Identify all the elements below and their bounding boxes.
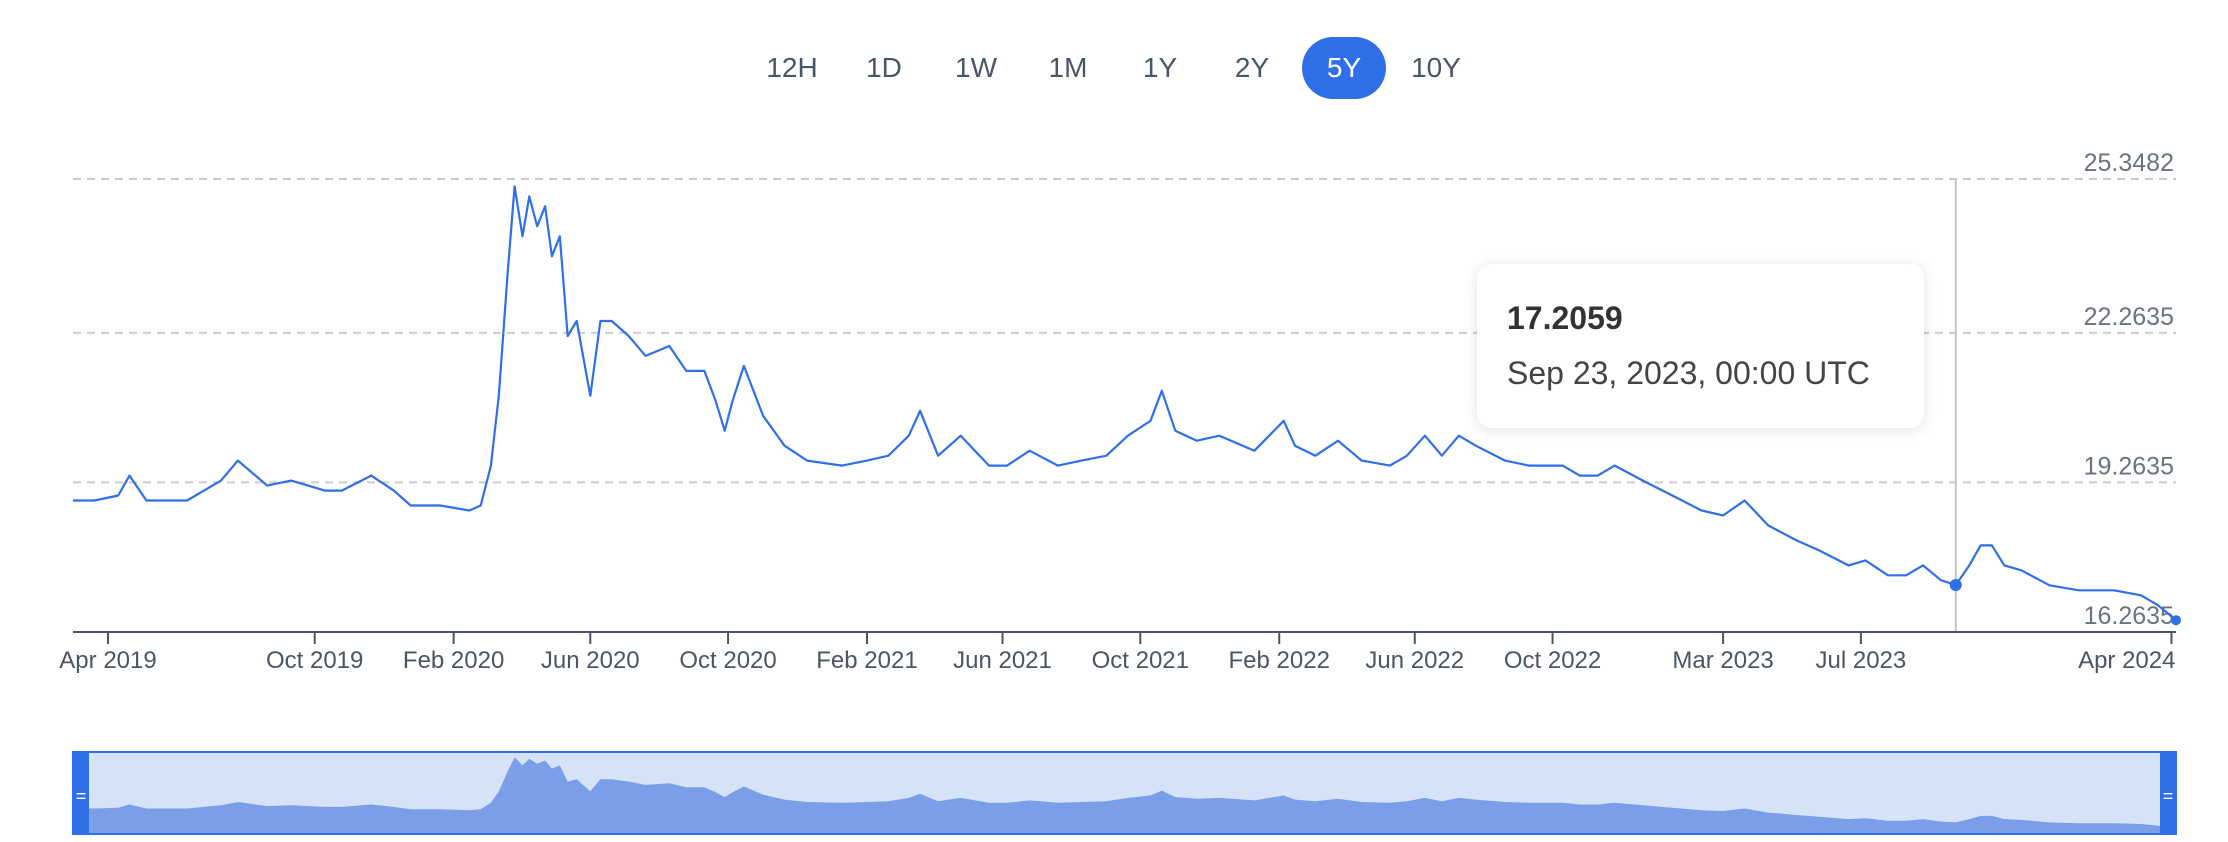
navigator-left-handle[interactable]: = <box>73 752 89 834</box>
y-tick-label: 25.3482 <box>2084 149 2174 177</box>
tooltip: 17.2059 Sep 23, 2023, 00:00 UTC <box>1477 264 1924 428</box>
range-button-1d[interactable]: 1D <box>866 52 902 83</box>
range-button-12h[interactable]: 12H <box>766 52 818 83</box>
x-tick-label: Jul 2023 <box>1816 647 1907 674</box>
range-button-2y[interactable]: 2Y <box>1234 52 1270 83</box>
svg-text:=: = <box>76 786 87 806</box>
hover-point <box>1949 579 1962 592</box>
navigator[interactable]: = = <box>72 751 2177 835</box>
series-line <box>73 185 2177 622</box>
navigator-right-handle[interactable]: = <box>2160 752 2176 834</box>
x-tick-label: Oct 2021 <box>1092 647 1189 674</box>
y-tick-label: 19.2635 <box>2084 452 2174 480</box>
range-selector: 12H 1D 1W 1M 1Y 2Y 5Y 10Y <box>0 36 2228 100</box>
range-button-1y[interactable]: 1Y <box>1142 52 1178 83</box>
last-point <box>2171 615 2181 626</box>
navigator-area <box>73 757 2176 834</box>
tooltip-date: Sep 23, 2023, 00:00 UTC <box>1507 355 1870 391</box>
x-tick-label: Apr 2019 <box>59 647 156 674</box>
x-tick-label: Jun 2022 <box>1365 647 1464 674</box>
x-tick-label: Feb 2021 <box>816 647 917 674</box>
x-tick-label: Apr 2024 <box>2078 647 2175 674</box>
x-tick-label: Feb 2022 <box>1229 647 1330 674</box>
x-tick-label: Jun 2020 <box>541 647 640 674</box>
range-button-10y[interactable]: 10Y <box>1411 52 1461 83</box>
x-tick-label: Oct 2020 <box>679 647 776 674</box>
svg-text:=: = <box>2163 786 2174 806</box>
range-button-5y[interactable]: 5Y <box>1302 37 1386 99</box>
range-button-1m[interactable]: 1M <box>1048 52 1088 83</box>
y-tick-label: 22.2635 <box>2084 303 2174 331</box>
x-tick-label: Oct 2022 <box>1504 647 1601 674</box>
tooltip-value: 17.2059 <box>1507 300 1623 336</box>
x-tick-label: Oct 2019 <box>266 647 363 674</box>
x-tick-label: Mar 2023 <box>1672 647 1773 674</box>
x-tick-label: Jun 2021 <box>953 647 1052 674</box>
range-button-1w[interactable]: 1W <box>955 52 997 83</box>
x-axis-labels: Apr 2019 Oct 2019 Feb 2020 Jun 2020 Oct 2020… <box>59 632 2175 674</box>
x-tick-label: Feb 2020 <box>403 647 504 674</box>
